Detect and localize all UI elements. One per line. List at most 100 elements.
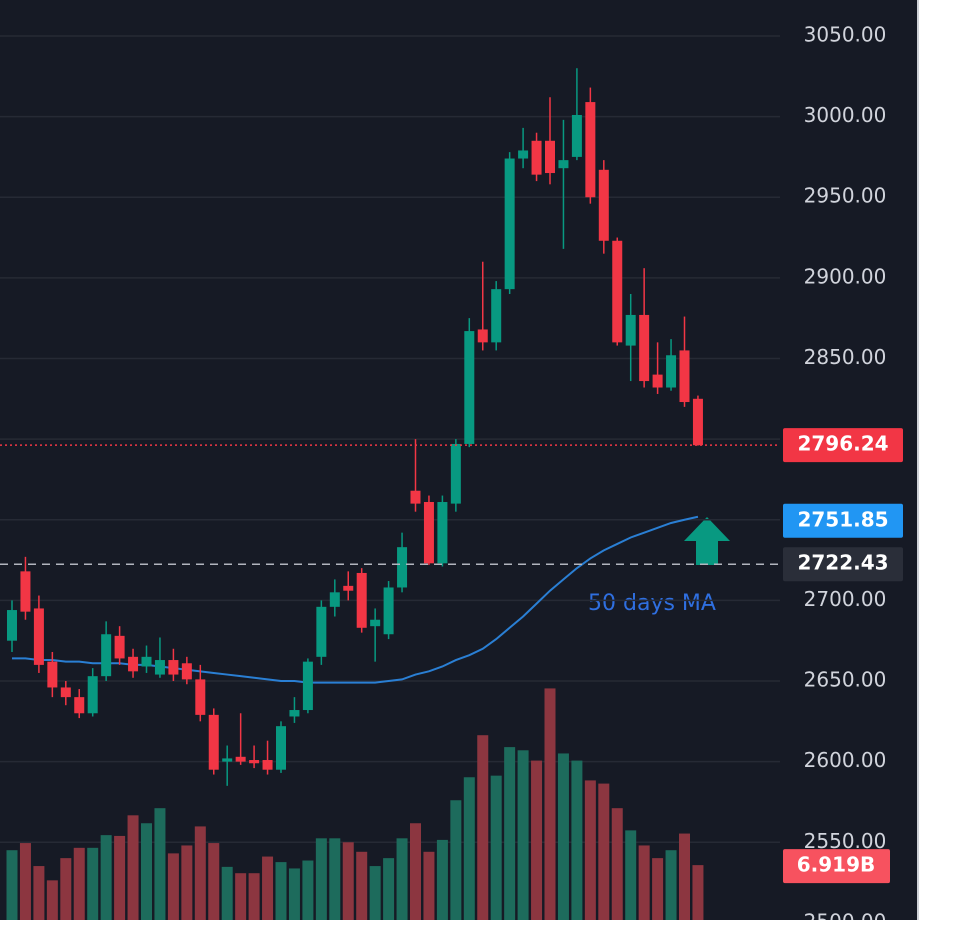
candle-body [666, 355, 677, 388]
candle-body [477, 329, 488, 343]
volume-bar [396, 838, 408, 920]
ma-value-badge [783, 503, 903, 538]
volume-bar [181, 845, 193, 920]
volume-bar [19, 843, 31, 920]
candle-body [423, 502, 434, 564]
candle-body [464, 331, 475, 444]
ma-annotation: 50 days MA [588, 591, 716, 616]
volume-bar [383, 858, 395, 920]
candle-body [612, 240, 623, 343]
candle-body [289, 710, 300, 717]
candle-body [87, 676, 98, 714]
volume-bar [46, 880, 58, 920]
candle-body [181, 663, 192, 680]
candle-body [598, 169, 609, 241]
candle-body [397, 547, 408, 588]
volume-badge [783, 849, 890, 884]
candle-body [450, 443, 461, 504]
volume-bar [288, 868, 300, 920]
bottom-edge [0, 920, 960, 949]
candle-body [343, 585, 354, 591]
y-tick-label: 3000.00 [804, 103, 887, 127]
volume-bar [194, 826, 206, 920]
candle-body [101, 634, 112, 677]
y-tick-label: 3050.00 [804, 22, 887, 46]
candle-body [329, 592, 340, 607]
right-edge [918, 0, 960, 949]
volume-bar [302, 860, 314, 920]
arrow-icon [684, 517, 730, 565]
volume-bar [167, 853, 179, 920]
volume-bar [584, 780, 596, 920]
candle-body [571, 114, 582, 157]
ma-value-label: 2751.85 [797, 507, 888, 531]
volume-bar [571, 760, 583, 920]
candle-body [195, 679, 206, 715]
candle-body [504, 158, 515, 290]
candle-body [545, 140, 555, 174]
candle-body [208, 714, 219, 770]
volume-bar [477, 735, 489, 920]
candle-body [302, 661, 313, 711]
volume-bar [490, 775, 502, 920]
candle-body [356, 572, 367, 628]
volume-bar [665, 850, 677, 920]
volume-bar [625, 830, 637, 920]
candle-body [491, 289, 502, 343]
candle-body [692, 398, 703, 446]
candle-body [276, 726, 286, 770]
candle-body [60, 687, 71, 698]
last-price-label: 2796.24 [797, 432, 888, 456]
volume-bar [248, 873, 260, 920]
volume-bar [692, 865, 704, 920]
y-tick-label: 2950.00 [804, 184, 887, 208]
candle-body [128, 656, 139, 672]
volume-bar [638, 845, 650, 920]
volume-bar [329, 838, 341, 920]
volume-bar [450, 800, 462, 920]
candle-body [316, 606, 327, 657]
candle-body [518, 150, 529, 159]
candle-body [652, 374, 663, 388]
volume-bar [679, 833, 690, 920]
volume-label: 6.919B [797, 853, 876, 877]
volume-bar [598, 783, 610, 920]
ma-line [12, 515, 699, 684]
volume-bar [275, 862, 287, 920]
y-tick-label: 2600.00 [804, 748, 887, 772]
candle-body [639, 314, 650, 382]
candle-body [437, 502, 448, 564]
candle-body [679, 350, 690, 403]
candle-body [7, 610, 17, 641]
volume-bar [557, 753, 569, 920]
volume-bar [262, 856, 274, 920]
candle-body [222, 758, 233, 762]
volume-bar [221, 866, 233, 920]
volume-bar [154, 808, 166, 920]
volume-bar [531, 760, 543, 920]
volume-bar [315, 838, 327, 920]
volume-bar [87, 847, 99, 920]
volume-bar [208, 843, 220, 920]
volume-bar [141, 823, 152, 920]
volume-bar [100, 835, 112, 920]
y-tick-label: 2550.00 [804, 829, 887, 853]
last-price-badge [783, 428, 903, 463]
volume-bar [369, 866, 381, 920]
volume-bar [33, 866, 45, 920]
candle-body [625, 314, 636, 346]
y-tick-label: 2900.00 [804, 264, 887, 288]
y-tick-label: 2650.00 [804, 668, 887, 692]
volume-bar [342, 842, 354, 920]
candle-body [168, 660, 179, 675]
volume-bar [423, 851, 435, 920]
volume-bar [517, 750, 529, 920]
candle-body [154, 660, 165, 675]
candle-body [74, 697, 85, 714]
reference-label: 2722.43 [797, 551, 888, 575]
candle-body [262, 760, 273, 770]
volume-bar [235, 873, 247, 920]
volume-bar [504, 747, 516, 920]
candle-body [141, 656, 152, 667]
